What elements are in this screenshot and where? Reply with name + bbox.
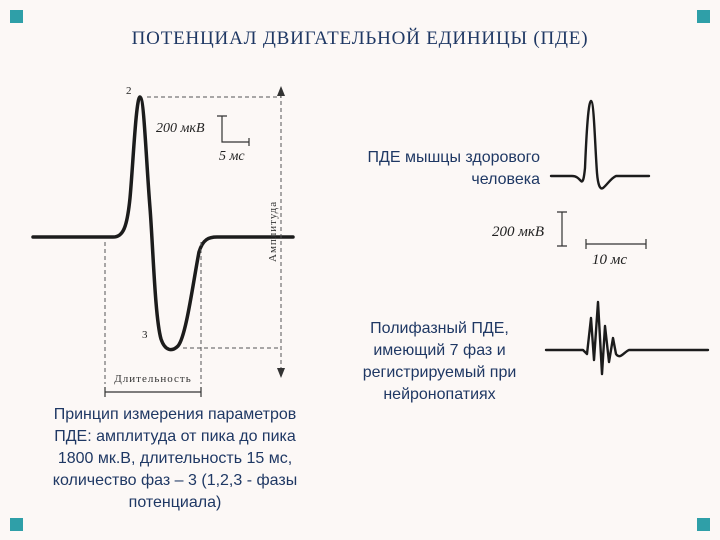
- main-voltage-scale-label: 200 мкВ: [156, 121, 205, 136]
- caption-line: нейронопатиях: [383, 386, 496, 403]
- phase-2-label: 2: [126, 85, 132, 97]
- polyphasic-mup-caption: Полифазный ПДЕ, имеющий 7 фаз и регистри…: [336, 318, 543, 406]
- caption-line: Полифазный ПДЕ,: [370, 320, 509, 337]
- corner-marker-top-left: [10, 10, 23, 23]
- amplitude-axis-label: Амплитуда: [267, 201, 279, 262]
- healthy-mup-waveform: [549, 99, 651, 190]
- note-line: потенциала): [128, 494, 222, 511]
- duration-bracket: [104, 387, 202, 397]
- slide-title: ПОТЕНЦИАЛ ДВИГАТЕЛЬНОЙ ЕДИНИЦЫ (ПДЕ): [131, 28, 589, 49]
- corner-marker-bottom-left: [10, 518, 23, 531]
- polyphasic-waveform-path: [544, 300, 710, 376]
- duration-dash-lines: [104, 242, 202, 384]
- note-line: количество фаз – 3 (1,2,3 - фазы: [52, 472, 298, 489]
- main-mup-figure: Амплитуда Длительность 200 мкВ 5 мс 2 3: [31, 85, 295, 397]
- caption-line: ПДЕ мышцы здорового: [367, 149, 540, 166]
- corner-marker-bottom-right: [697, 518, 710, 531]
- caption-line: регистрируемый при: [362, 364, 517, 381]
- corner-marker-top-right: [697, 10, 710, 23]
- amplitude-arrow-up: [277, 86, 285, 96]
- note-line: ПДЕ: амплитуда от пика до пика: [54, 428, 296, 445]
- voltage-scale-label: 200 мкВ: [492, 224, 544, 240]
- caption-line: имеющий 7 фаз и: [373, 342, 506, 359]
- healthy-waveform-path: [549, 99, 651, 190]
- phase-3-label: 3: [142, 329, 148, 341]
- measurement-note: Принцип измерения параметров ПДЕ: амплит…: [26, 404, 324, 514]
- amplitude-arrow-down: [277, 368, 285, 378]
- duration-axis-label: Длительность: [114, 373, 191, 385]
- note-line: Принцип измерения параметров: [53, 406, 297, 423]
- time-scale-label: 10 мс: [592, 252, 627, 268]
- healthy-mup-caption: ПДЕ мышцы здорового человека: [336, 147, 540, 191]
- voltage-scale-bracket: [557, 211, 567, 247]
- polyphasic-mup-waveform: [544, 300, 710, 376]
- time-scale-bracket: [585, 239, 647, 249]
- right-scale-group: 200 мкВ 10 мс: [492, 211, 647, 268]
- main-scale-bracket: [217, 115, 250, 146]
- mup-waveform-path: [31, 95, 295, 352]
- note-line: 1800 мк.В, длительность 15 мс,: [57, 450, 293, 467]
- main-time-scale-label: 5 мс: [219, 149, 245, 164]
- caption-line: человека: [471, 171, 540, 188]
